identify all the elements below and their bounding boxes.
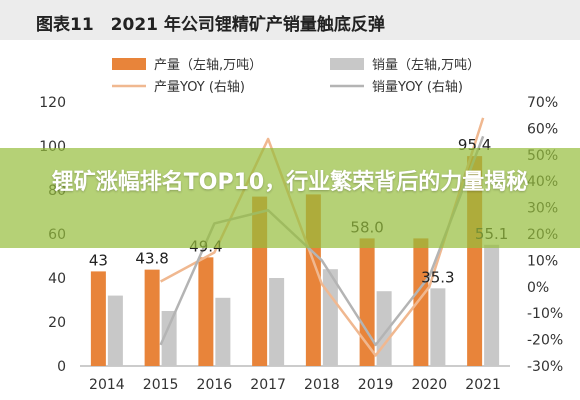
bar [430, 288, 446, 366]
x-tick-label: 2017 [250, 377, 286, 393]
y-right-tick-label: -10% [527, 306, 563, 322]
y-right-tick-label: 10% [527, 253, 558, 269]
title-bar [0, 0, 580, 40]
y-left-tick-label: 0 [57, 359, 66, 375]
x-tick-label: 2015 [143, 377, 179, 393]
data-label: 43.8 [135, 250, 168, 268]
chart-title: 图表11 2021 年公司锂精矿产销量触底反弹 [36, 15, 385, 35]
headline-text: 锂矿涨幅排名TOP10，行业繁荣背后的力量揭秘 [51, 170, 529, 195]
data-label: 35.3 [421, 268, 454, 286]
y-left-tick-label: 120 [39, 95, 66, 111]
bar [215, 297, 231, 366]
x-tick-label: 2019 [358, 377, 394, 393]
y-left-tick-label: 20 [48, 315, 66, 331]
bar [359, 238, 375, 366]
y-left-tick-label: 40 [48, 271, 66, 287]
x-tick-label: 2014 [89, 377, 125, 393]
bar [144, 269, 160, 366]
legend-swatch [112, 58, 146, 70]
bar [269, 278, 285, 366]
x-tick-label: 2020 [412, 377, 448, 393]
y-right-tick-label: 60% [527, 121, 558, 137]
bar [413, 238, 429, 366]
bar [161, 311, 177, 366]
y-right-tick-label: 70% [527, 95, 558, 111]
bar [107, 295, 123, 366]
data-label: 43 [89, 251, 108, 269]
bar [198, 257, 214, 366]
y-right-tick-label: -20% [527, 333, 563, 349]
legend-label: 销量（左轴,万吨） [372, 58, 480, 73]
bar [484, 244, 500, 366]
legend-label: 销量YOY (右轴) [372, 80, 463, 95]
legend-swatch [330, 58, 364, 70]
series-line [160, 117, 485, 357]
x-tick-label: 2018 [304, 377, 340, 393]
bar [376, 291, 392, 366]
legend-label: 产量（左轴,万吨） [154, 58, 262, 73]
x-tick-label: 2016 [197, 377, 233, 393]
headline-banner [0, 148, 580, 248]
x-tick-label: 2021 [465, 377, 501, 393]
y-right-tick-label: 0% [527, 280, 549, 296]
legend-label: 产量YOY (右轴) [154, 80, 245, 95]
bar [90, 271, 106, 366]
bar [322, 269, 338, 366]
y-right-tick-label: -30% [527, 359, 563, 375]
